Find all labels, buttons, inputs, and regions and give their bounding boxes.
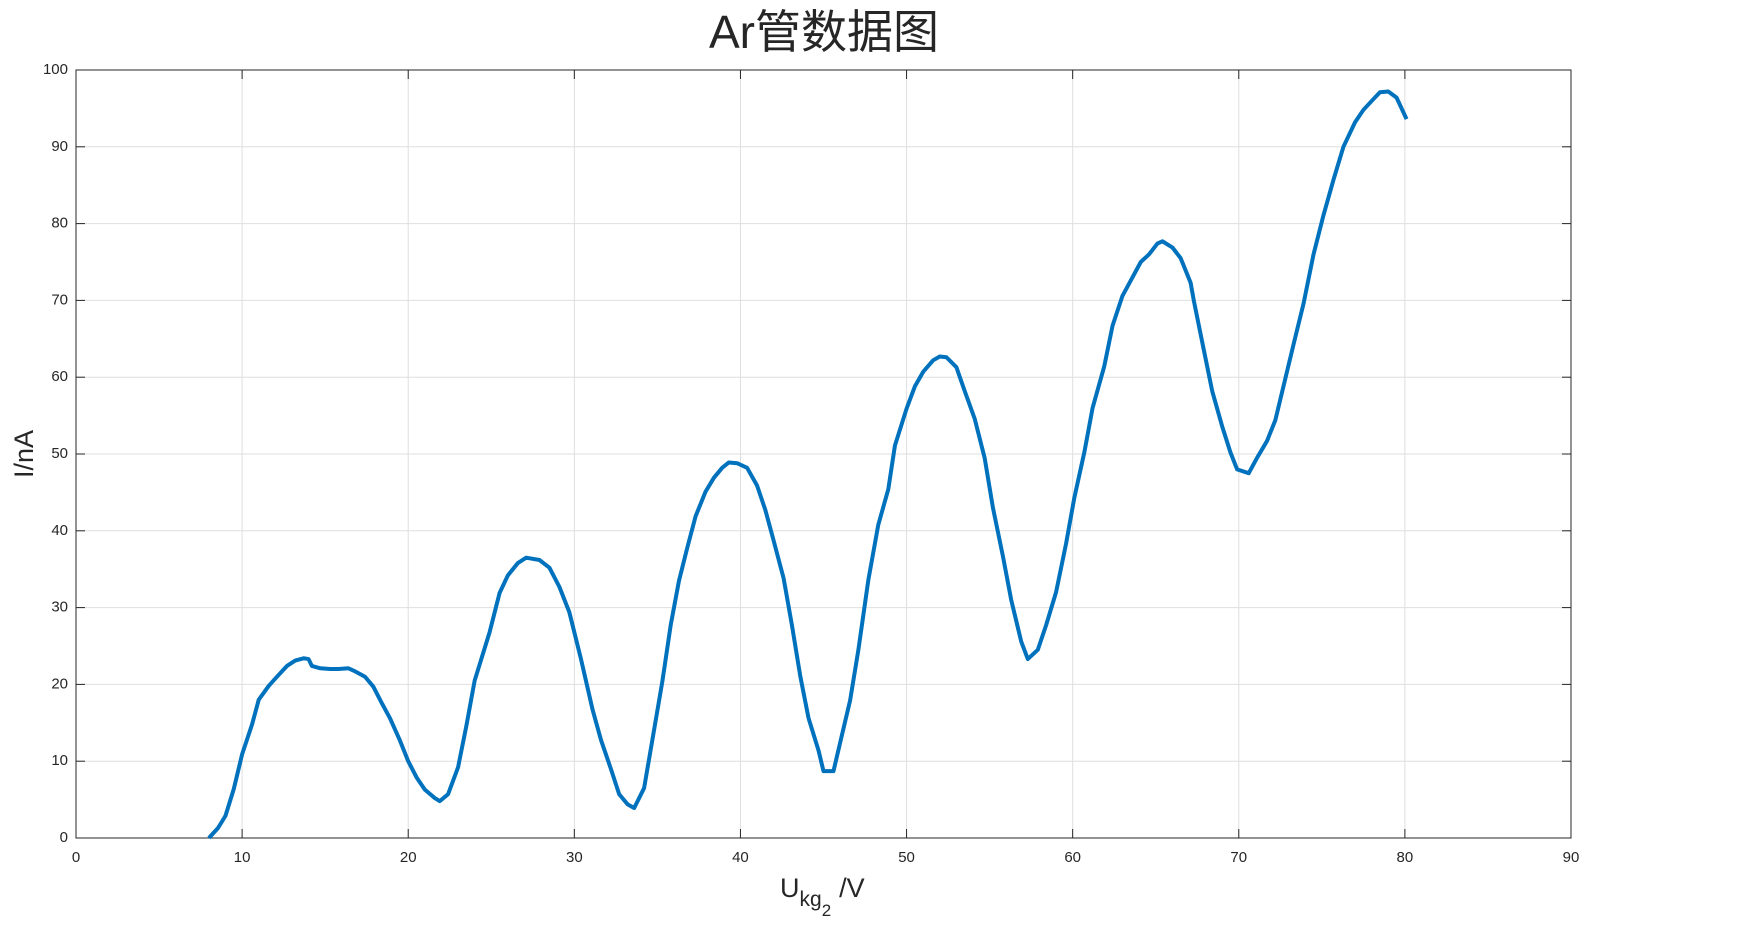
x-tick-label: 60 bbox=[1064, 849, 1081, 866]
y-tick-label: 70 bbox=[51, 291, 68, 308]
x-tick-label: 50 bbox=[898, 849, 915, 866]
y-tick-label: 100 bbox=[43, 61, 68, 78]
y-tick-label: 90 bbox=[51, 138, 68, 155]
y-axis-label: I/nA bbox=[9, 430, 39, 478]
y-tick-label: 10 bbox=[51, 752, 68, 769]
y-tick-label: 80 bbox=[51, 215, 68, 232]
x-tick-label: 90 bbox=[1563, 849, 1580, 866]
x-tick-label: 70 bbox=[1230, 849, 1247, 866]
x-tick-label: 40 bbox=[732, 849, 749, 866]
axes-box bbox=[75, 69, 1572, 839]
x-tick-label: 30 bbox=[566, 849, 583, 866]
y-tick-label: 20 bbox=[51, 675, 68, 692]
x-label-base: U bbox=[780, 873, 800, 903]
x-tick-label: 20 bbox=[400, 849, 417, 866]
x-label-sub: kg bbox=[800, 888, 822, 911]
x-label-unit: /V bbox=[839, 873, 865, 903]
y-tick-label: 40 bbox=[51, 522, 68, 539]
x-axis-label: Ukg2/V bbox=[780, 873, 865, 920]
data-line bbox=[207, 89, 1409, 840]
y-tick-label: 30 bbox=[51, 599, 68, 616]
y-tick-label: 0 bbox=[60, 829, 68, 846]
x-tick-label: 10 bbox=[234, 849, 251, 866]
y-tick-label: 50 bbox=[51, 445, 68, 462]
x-label-subsub: 2 bbox=[822, 901, 831, 920]
x-tick-label: 0 bbox=[72, 849, 80, 866]
chart-title: Ar管数据图 bbox=[709, 6, 939, 58]
y-tick-label: 60 bbox=[51, 368, 68, 385]
x-tick-label: 80 bbox=[1397, 849, 1414, 866]
